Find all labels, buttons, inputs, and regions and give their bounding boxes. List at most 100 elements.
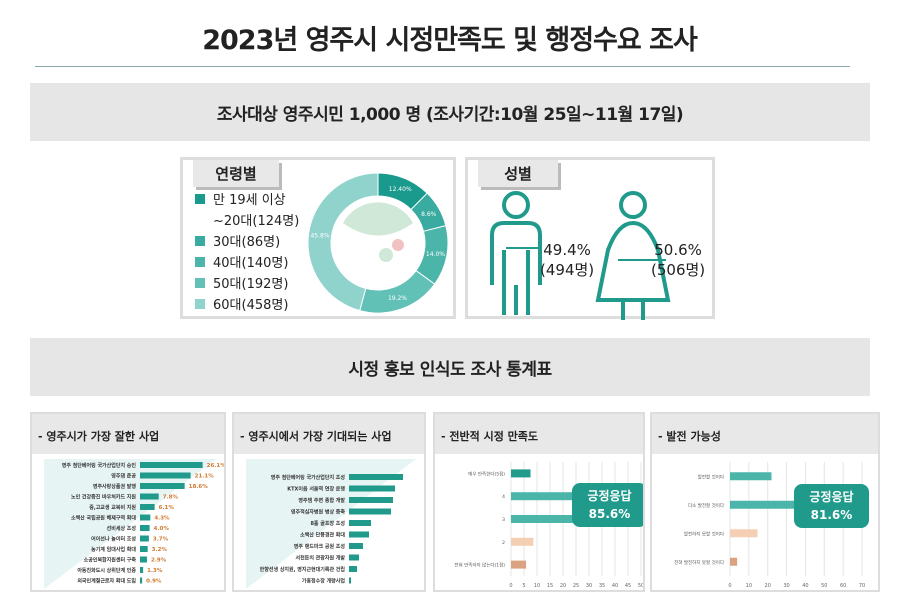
value-label: 4.3% [154,516,170,522]
x-tick-label: 30 [586,583,592,589]
category-label: 매우 만족한다(5점) [468,470,505,477]
bar [730,500,843,509]
bar [349,566,357,572]
x-tick-label: 0 [509,583,512,589]
value-label: 4.0% [154,526,170,532]
bar [511,492,621,501]
title-divider [35,66,850,67]
donut-slice [307,172,379,312]
x-tick-label: 45 [625,583,631,589]
age-tag: 연령별 [193,160,279,187]
value-label: 21.1% [195,474,215,480]
category-label: 전혀 발전하지 못할 것이다 [674,559,725,566]
bar [140,525,150,531]
category-label: 다소 발전할 것이다 [688,502,725,509]
age-donut-chart: 12.40% 8.6% 14.0% 19.2% 45.8% [307,172,449,314]
category-label: 중,고교생 교복비 지원 [89,504,136,511]
x-tick-label: 0 [728,583,731,589]
category-label: 서천둔치 관광자원 개발 [296,555,346,562]
bar [349,577,351,584]
bar [140,483,185,489]
category-label: 노인 건강증진 바우처카드 지원 [71,494,136,501]
bar [140,546,148,552]
donut-label: 12.40% [389,186,412,193]
value-label: 18.6% [189,484,209,490]
city-logo [343,202,413,236]
value-label: 26.1% [207,463,226,469]
category-label: 4 [502,494,505,500]
category-label: 가흥정수장 개량사업 [302,578,346,585]
bar [730,472,772,481]
x-tick-label: 35 [599,583,605,589]
category-label: 발전할 것이다 [698,473,725,480]
bar [349,520,371,526]
legend-item: 만 19세 이상 [213,193,286,208]
category-label: 어이선나 놀이터 조성 [91,536,136,543]
section-banner: 시정 홍보 인식도 조사 통계표 [30,338,870,396]
female-icon [595,191,671,320]
category-label: 한향선생 상지원, 영지근현대기록관 건립 [260,566,346,573]
category-label: 영주 랜드마크 공원 조성 [294,543,346,550]
male-icon [490,191,542,315]
panel-title: - 영주시가 가장 잘한 사업 [32,414,224,454]
legend-item: 30대(86명) [213,235,281,250]
age-legend: 만 19세 이상 ~20대(124명) 30대(86명) 40대(140명) 5… [195,188,299,314]
category-label: 8홀 골프장 조성 [310,520,345,527]
donut-label: 45.8% [310,232,329,239]
bar [511,537,534,546]
background-triangle [44,459,216,589]
legend-item: 40대(140명) [213,256,289,271]
x-tick-label: 40 [612,583,618,589]
legend-item: ~20대(124명) [213,214,300,229]
positive-callout: 긍정응답 85.6% [572,483,643,527]
best-projects-chart: 영주 첨단베어링 국가산업단지 승인 26.1% 영주댐 준공 21.1% 영주사랑상품… [44,459,226,589]
x-tick-label: 60 [840,583,846,589]
city-logo-dot [392,239,404,251]
bar [349,508,391,515]
category-label: 전혀 만족하지 않는다(1점) [454,562,505,569]
bar [349,474,403,480]
bar [349,485,395,492]
bar [140,462,203,468]
callout-value: 81.6% [810,508,853,522]
category-label: KTX이음 서울역 연장 운행 [287,486,345,493]
survey-info-banner: 조사대상 영주시민 1,000 명 (조사기간:10월 25일~11월 17일) [30,83,870,141]
bar [511,515,605,523]
value-label: 1.3% [147,568,163,574]
category-label: 소백산 국립공원 해제구역 확대 [71,515,136,522]
category-label: 영주사랑상품권 발행 [93,483,137,490]
city-logo-dot [379,248,393,262]
category-label: 아동친화도시 상위단계 인증 [77,567,136,574]
category-label: 영주댐 준공 [111,473,136,480]
x-tick-label: 5 [522,583,525,589]
value-label: 3.7% [153,537,169,543]
gender-box: 성별 49.4% (494명) 50.6% (506명) [465,157,715,320]
value-label: 0.9% [146,579,162,585]
value-label: 3.2% [152,547,168,553]
x-tick-label: 50 [821,583,827,589]
legend-item: 50대(192명) [213,277,289,292]
age-box: 연령별 만 19세 이상 ~20대(124명) 30대(86명) 40대(140… [180,157,456,319]
bar [140,567,144,573]
category-label: 영주댐 주변 종합 개발 [298,497,345,504]
category-label: 영주 첨단베어링 국가산업단지 승인 [62,462,137,469]
bar [511,560,527,569]
category-label: 외국인계절근로자 확대 도입 [77,578,136,585]
category-label: 농기계 임대사업 확대 [91,546,136,553]
expected-projects-panel: - 영주시에서 가장 기대되는 사업 영주 첨단베어링 국가산업단지 조성 KTX… [232,412,426,592]
donut-label: 19.2% [388,295,407,302]
callout-value: 85.6% [588,507,631,521]
category-label: 영주 첨단베어링 국가산업단지 조성 [271,474,346,481]
x-tick-label: 15 [547,583,553,589]
donut-label: 8.6% [421,211,437,218]
bar [511,469,531,478]
panel-title: - 발전 가능성 [652,414,878,454]
gender-icons [490,191,671,320]
x-tick-label: 70 [859,583,865,589]
category-label: 영주적십자병원 병상 증축 [291,509,345,516]
bar [349,554,359,561]
category-label: 발전하지 못할 것이다 [684,530,725,537]
x-tick-label: 50 [638,583,644,589]
satisfaction-panel: - 전반적 시정 만족도 0 5 10 15 20 25 30 35 40 45 50 매우 만족한다… [433,412,645,592]
category-label: 2 [502,540,505,546]
